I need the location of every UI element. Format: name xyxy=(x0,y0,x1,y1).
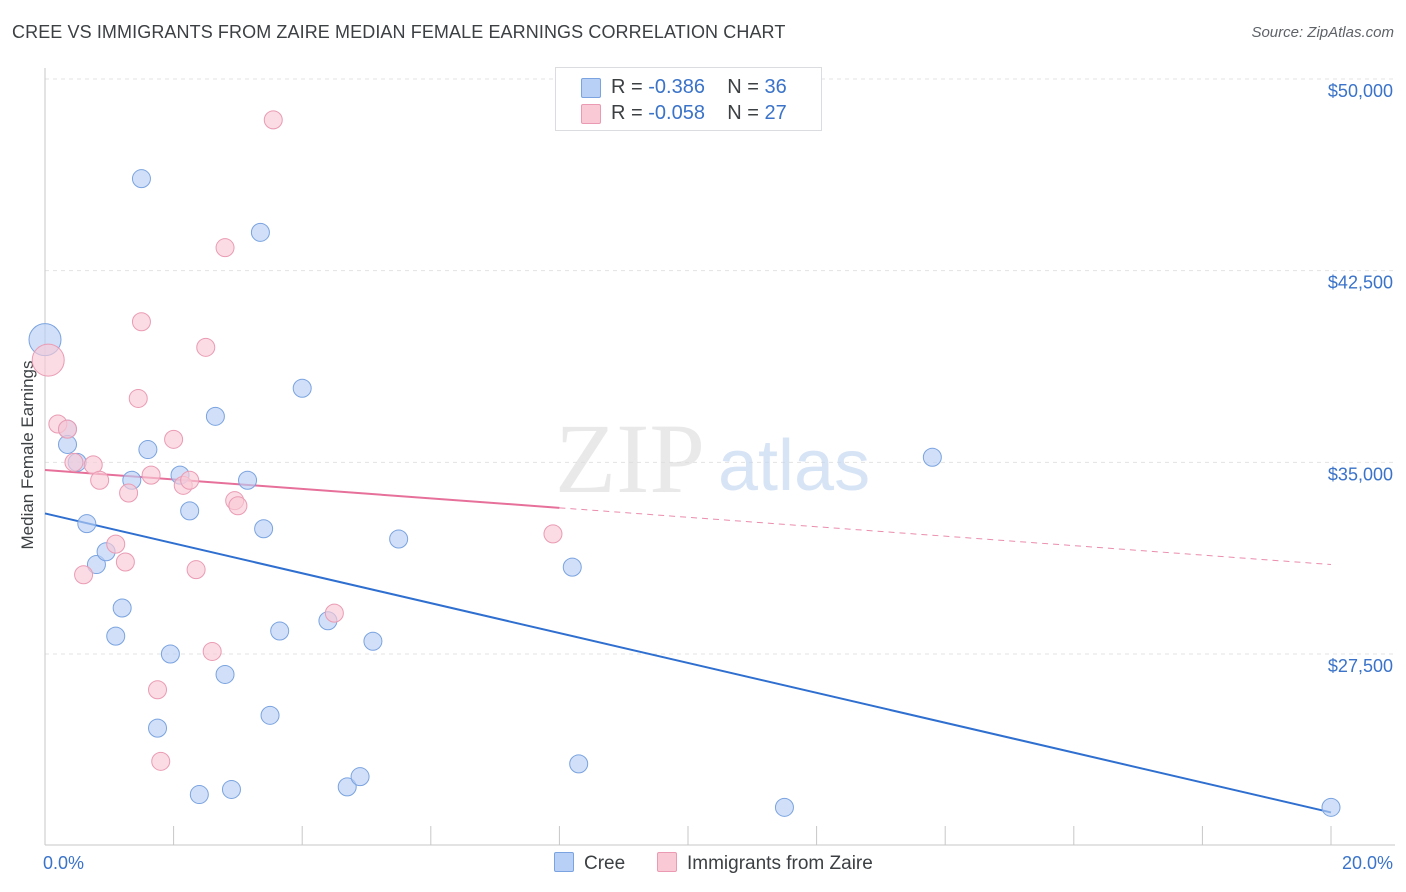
zaire-point xyxy=(164,429,184,449)
zaire-point xyxy=(196,337,216,357)
zaire-point xyxy=(58,419,78,439)
cree-point xyxy=(389,529,409,549)
zaire-point xyxy=(31,343,65,377)
y-tick-label: $35,000 xyxy=(1328,464,1393,484)
cree-point xyxy=(238,470,258,490)
data-points xyxy=(28,110,1341,817)
legend-n-label: N = xyxy=(727,102,759,124)
zaire-point xyxy=(186,560,206,580)
cree-point xyxy=(774,797,794,817)
cree-point xyxy=(1321,797,1341,817)
legend-n-value: 36 xyxy=(764,76,787,98)
zaire-point xyxy=(64,452,84,472)
cree-point xyxy=(131,169,151,189)
x-tick-labels: 0.0% 20.0% xyxy=(43,853,1393,873)
bottom-legend-swatch-zaire xyxy=(657,852,677,872)
cree-point xyxy=(254,519,274,539)
cree-point xyxy=(260,705,280,725)
x-tick-label: 20.0% xyxy=(1342,853,1393,873)
bottom-legend-label-zaire: Immigrants from Zaire xyxy=(687,853,873,874)
zaire-point xyxy=(228,496,248,516)
cree-point xyxy=(148,718,168,738)
legend-r-label: R = xyxy=(611,76,643,98)
cree-point xyxy=(922,447,942,467)
cree-point xyxy=(250,222,270,242)
zaire-point xyxy=(128,388,148,408)
legend-n-label: N = xyxy=(727,76,759,98)
cree-point xyxy=(189,785,209,805)
trend-line-extension-zaire xyxy=(559,507,1332,566)
zaire-point xyxy=(180,470,200,490)
cree-point xyxy=(569,754,589,774)
axes xyxy=(44,68,1395,846)
zaire-point xyxy=(115,552,135,572)
y-tick-label: $27,500 xyxy=(1328,656,1393,676)
cree-point xyxy=(215,664,235,684)
zaire-point xyxy=(148,680,168,700)
cree-point xyxy=(138,440,158,460)
cree-point xyxy=(292,378,312,398)
gridlines xyxy=(45,78,1395,655)
legend-n-value: 27 xyxy=(764,102,787,124)
y-tick-labels: $27,500 $35,000 $42,500 $50,000 xyxy=(1328,81,1393,676)
bottom-legend-label-cree: Cree xyxy=(584,853,626,874)
legend-swatch-zaire xyxy=(581,104,601,124)
cree-point xyxy=(337,777,357,797)
watermark-atlas: atlas xyxy=(718,426,870,506)
zaire-point xyxy=(90,470,110,490)
zaire-point xyxy=(215,238,235,258)
zaire-point xyxy=(151,751,171,771)
cree-point xyxy=(270,621,290,641)
chart-title: CREE VS IMMIGRANTS FROM ZAIRE MEDIAN FEM… xyxy=(12,22,786,42)
trend-line-cree xyxy=(44,512,1332,814)
trend-lines xyxy=(44,469,1332,814)
cree-point xyxy=(180,501,200,521)
cree-point xyxy=(350,767,370,787)
correlation-legend: R = -0.386 N = 36 R = -0.058 N = 27 xyxy=(555,67,822,131)
legend-r-label: R = xyxy=(611,102,643,124)
watermark-zip: ZIP xyxy=(555,403,705,514)
bottom-legend-cree: Cree xyxy=(554,852,625,875)
cree-point xyxy=(112,598,132,618)
zaire-point xyxy=(141,465,161,485)
bottom-legend-zaire: Immigrants from Zaire xyxy=(657,852,873,875)
legend-swatch-cree xyxy=(581,78,601,98)
legend-r-value: -0.058 xyxy=(648,102,705,124)
zaire-point xyxy=(543,524,563,544)
cree-point xyxy=(363,631,383,651)
cree-point xyxy=(562,557,582,577)
cree-point xyxy=(86,555,106,575)
zaire-point xyxy=(263,110,283,130)
source-label: Source: ZipAtlas.com xyxy=(1251,24,1394,41)
zaire-point xyxy=(119,483,139,503)
zaire-point xyxy=(74,565,94,585)
cree-point xyxy=(77,514,97,534)
zaire-point xyxy=(131,312,151,332)
legend-r-value: -0.386 xyxy=(648,76,705,98)
watermark: ZIP atlas xyxy=(555,403,870,514)
cree-point xyxy=(106,626,126,646)
y-tick-label: $50,000 xyxy=(1328,81,1393,101)
x-tick-label: 0.0% xyxy=(43,853,84,873)
zaire-point xyxy=(202,641,222,661)
cree-point xyxy=(160,644,180,664)
bottom-legend-swatch-cree xyxy=(554,852,574,872)
zaire-point xyxy=(324,603,344,623)
cree-point xyxy=(205,406,225,426)
y-tick-label: $42,500 xyxy=(1328,273,1393,293)
zaire-point xyxy=(106,534,126,554)
cree-point xyxy=(221,779,241,799)
